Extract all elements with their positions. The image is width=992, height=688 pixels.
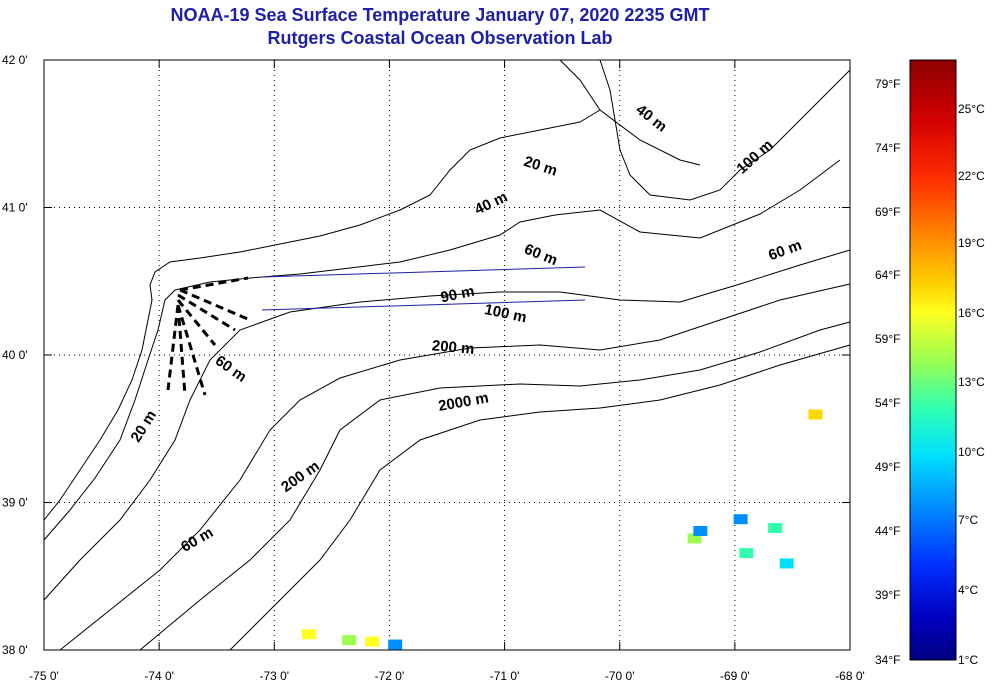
colorbar-c-label: 13°C: [958, 375, 985, 389]
lon-tick-label: -68 0': [835, 669, 865, 683]
coastline-path: [43, 109, 601, 521]
colorbar-f-label: 39°F: [875, 588, 900, 602]
isobath-40m: [559, 59, 701, 166]
sst-patch: [739, 548, 754, 559]
colorbar: [909, 59, 957, 661]
colorbar-c-label: 16°C: [958, 306, 985, 320]
colorbar-f-label: 49°F: [875, 460, 900, 474]
sst-patch: [693, 526, 708, 536]
sst-patch: [733, 514, 748, 525]
colorbar-c-label: 25°C: [958, 102, 985, 116]
lon-tick-label: -73 0': [259, 669, 289, 683]
sst-patch: [365, 636, 380, 647]
sst-patch: [388, 639, 403, 650]
axis-ticks: 42 0' 41 0' 40 0' 39 0' 38 0'-75 0' -74 0' -73…: [2, 53, 865, 683]
graticule: [44, 60, 850, 650]
colorbar-c-label: 10°C: [958, 445, 985, 459]
coastline-and-isobaths: [43, 59, 851, 651]
colorbar-f-label: 79°F: [875, 77, 900, 91]
hudson-canyon-markers: [166, 276, 251, 396]
colorbar-f-label: 34°F: [875, 653, 900, 667]
lon-tick-label: -70 0': [605, 669, 635, 683]
lon-tick-label: -69 0': [720, 669, 750, 683]
isobath-label: 200 m: [431, 337, 475, 358]
colorbar-f-label: 69°F: [875, 205, 900, 219]
sst-patch: [768, 523, 783, 534]
map-subtitle: Rutgers Coastal Ocean Observation Lab: [267, 28, 613, 48]
sst-patch: [301, 629, 316, 640]
isobath-100m: [59, 283, 851, 651]
colorbar-c-label: 4°C: [958, 583, 978, 597]
sst-patch: [808, 409, 823, 420]
sst-patch: [342, 635, 357, 646]
sst-patch: [687, 533, 702, 544]
sst-patches: [301, 409, 823, 650]
colorbar-f-label: 44°F: [875, 524, 900, 538]
lon-tick-label: -72 0': [375, 669, 405, 683]
colorbar-labels: 79°F 74°F 69°F 64°F 59°F 54°F 49°F 44°F 39°F 34°F…: [875, 77, 985, 667]
colorbar-f-label: 59°F: [875, 332, 900, 346]
colorbar-f-label: 64°F: [875, 268, 900, 282]
colorbar-f-label: 74°F: [875, 141, 900, 155]
lat-tick-label: 38 0': [2, 643, 28, 657]
isobath-200m: [139, 321, 851, 651]
lat-tick-label: 40 0': [2, 348, 28, 362]
isobath-gulf-of-maine: [599, 59, 851, 201]
colorbar-f-label: 54°F: [875, 396, 900, 410]
colorbar-c-label: 22°C: [958, 169, 985, 183]
lat-tick-label: 39 0': [2, 496, 28, 510]
lat-tick-label: 42 0': [2, 53, 28, 67]
isobath-20m: [43, 159, 841, 541]
sst-patch: [779, 558, 794, 569]
lat-tick-label: 41 0': [2, 201, 28, 215]
colorbar-c-label: 7°C: [958, 513, 978, 527]
isobath-2000m: [229, 344, 851, 651]
lon-tick-label: -74 0': [144, 669, 174, 683]
colorbar-c-label: 1°C: [958, 653, 978, 667]
lon-tick-label: -75 0': [29, 669, 59, 683]
map-title: NOAA-19 Sea Surface Temperature January …: [170, 5, 710, 25]
transect-lines: [261, 266, 586, 311]
lon-tick-label: -71 0': [490, 669, 520, 683]
isobath-60m: [43, 249, 851, 601]
colorbar-c-label: 19°C: [958, 236, 985, 250]
isobath-label: 90 m: [439, 283, 476, 307]
